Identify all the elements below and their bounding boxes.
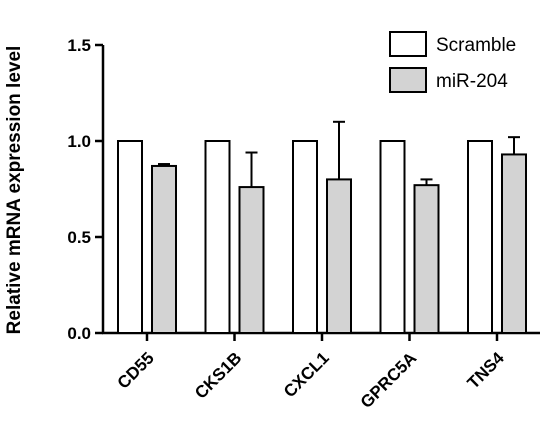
bar-scramble (379, 140, 406, 334)
x-tick-label: CKS1B (191, 348, 245, 402)
plot-area: 0.0 0.5 1.0 1.5 CD55 CKS1B CXCL1 GPRC5A TNS4 (67, 36, 540, 412)
y-tick-label: 1.0 (67, 132, 91, 151)
bar-scramble (467, 140, 493, 334)
bar-scramble (204, 140, 231, 334)
x-tick-label: CXCL1 (280, 348, 333, 401)
legend-label: Scramble (436, 35, 516, 56)
y-tick-label: 0.0 (67, 324, 91, 343)
x-tick-label: TNS4 (464, 348, 509, 393)
legend-swatch (389, 31, 427, 57)
legend: Scramble miR-204 (389, 31, 516, 93)
x-tick-label: CD55 (114, 348, 158, 392)
y-tick-label: 0.5 (67, 228, 91, 247)
bar-mir-204 (238, 186, 265, 334)
bar-mir-204 (151, 164, 177, 334)
y-axis-label: Relative mRNA expression level (4, 46, 25, 335)
y-tick-label: 1.5 (67, 36, 91, 55)
bar-mir-204 (413, 184, 440, 334)
x-tick-label: GPRC5A (357, 348, 421, 412)
bar-scramble (292, 140, 318, 334)
legend-swatch (389, 67, 427, 93)
legend-label: miR-204 (436, 71, 508, 92)
bar-mir-204 (501, 153, 527, 334)
bar-mir-204 (326, 178, 352, 334)
bar-scramble (117, 140, 143, 334)
